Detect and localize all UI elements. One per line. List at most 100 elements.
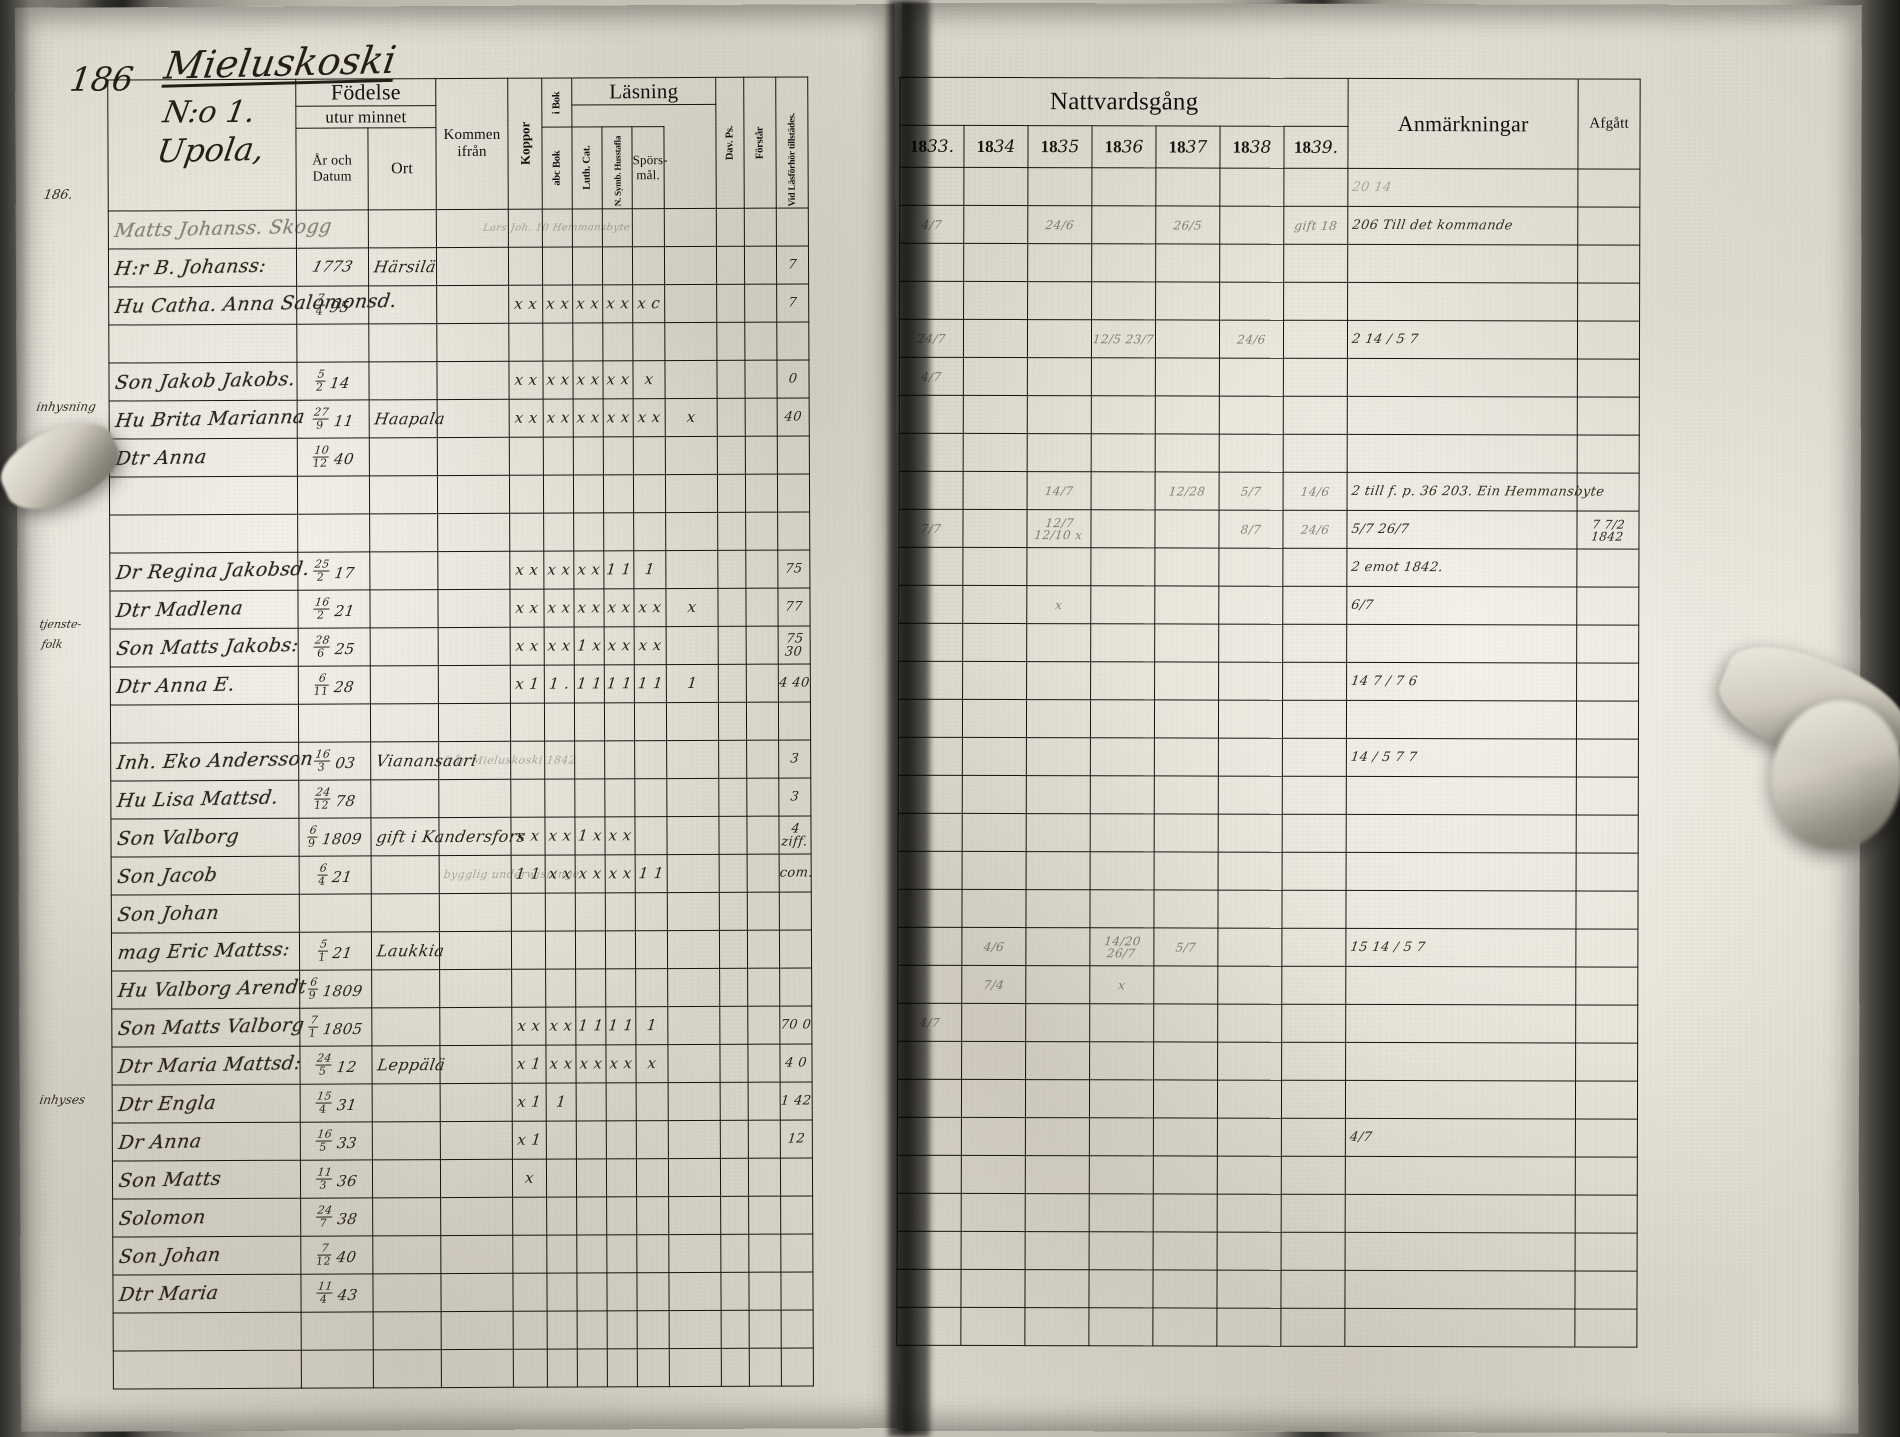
cell-attendance[interactable] [779, 967, 812, 1007]
cell-communion-1834[interactable] [962, 699, 1027, 738]
cell-communion-1834[interactable] [962, 737, 1027, 776]
cell-communion-1835[interactable] [1027, 357, 1092, 396]
cell-attendance[interactable]: 12 [780, 1119, 813, 1159]
cell-reading-mark[interactable] [509, 437, 544, 476]
cell-communion-1835[interactable] [1026, 813, 1091, 852]
cell-reading-mark[interactable] [604, 778, 635, 817]
cell-reading-mark[interactable] [635, 968, 668, 1007]
cell-reading-mark[interactable]: x x [509, 551, 544, 590]
cell-communion-1837[interactable] [1155, 319, 1220, 359]
cell-communion-1839[interactable] [1281, 1156, 1346, 1195]
cell-remark[interactable] [1346, 624, 1577, 664]
cell-reading-mark[interactable] [666, 626, 719, 665]
cell-communion-1834[interactable] [962, 813, 1027, 852]
cell-reading-mark[interactable] [717, 398, 746, 437]
table-row[interactable] [898, 813, 1639, 854]
cell-reading-mark[interactable] [718, 816, 748, 855]
cell-communion-1835[interactable] [1025, 889, 1091, 928]
cell-communion-1835[interactable] [1026, 661, 1091, 700]
cell-communion-1834[interactable] [963, 243, 1028, 282]
cell-reading-mark[interactable] [636, 1234, 669, 1273]
cell-reading-mark[interactable] [718, 778, 747, 817]
cell-communion-1835[interactable] [1026, 547, 1091, 586]
cell-reading-mark[interactable] [668, 1120, 721, 1159]
cell-reading-mark[interactable] [720, 1272, 750, 1311]
cell-communion-1839[interactable] [1282, 586, 1347, 625]
cell-reading-mark[interactable] [576, 1158, 607, 1197]
cell-questions[interactable] [746, 626, 779, 665]
cell-reading-mark[interactable] [665, 512, 718, 551]
cell-communion-1837[interactable] [1154, 661, 1219, 701]
cell-reading-mark[interactable]: x [632, 360, 666, 399]
cell-reading-mark[interactable] [508, 247, 543, 286]
cell-reading-mark[interactable] [511, 931, 546, 970]
cell-attendance[interactable] [777, 435, 810, 475]
cell-communion-1839[interactable] [1281, 1232, 1346, 1271]
cell-reading-mark[interactable] [603, 474, 634, 513]
cell-communion-1836[interactable]: x [1089, 965, 1154, 1004]
cell-reading-mark[interactable] [636, 1158, 669, 1197]
cell-birth-place[interactable] [372, 1235, 441, 1274]
cell-reading-mark[interactable]: 1 1 [604, 664, 635, 703]
cell-birth-date[interactable]: 16 5 33 [300, 1121, 373, 1161]
cell-reading-mark[interactable] [512, 1235, 547, 1274]
cell-remark[interactable]: 20 14 [1347, 168, 1579, 208]
cell-birth-place[interactable]: gift i Kandersfors [370, 817, 527, 856]
cell-communion-1835[interactable] [1025, 1155, 1090, 1194]
cell-communion-1834[interactable] [963, 319, 1028, 358]
cell-communion-1835[interactable] [1027, 243, 1092, 282]
cell-communion-1836[interactable] [1089, 1041, 1154, 1080]
cell-name[interactable]: Dtr Maria [112, 1274, 302, 1314]
cell-moved-from[interactable]: bygglig underwisninge [439, 855, 581, 894]
cell-communion-1835[interactable] [1027, 167, 1092, 206]
cell-communion-1836[interactable] [1089, 1117, 1154, 1156]
cell-birth-date[interactable] [297, 513, 370, 553]
cell-remark[interactable] [1345, 1156, 1576, 1196]
cell-reading-mark[interactable]: x x [603, 588, 635, 627]
cell-communion-1836[interactable] [1090, 737, 1155, 776]
cell-communion-1835[interactable] [1027, 433, 1092, 472]
cell-communion-1838[interactable] [1218, 700, 1283, 739]
cell-birth-place[interactable] [370, 703, 439, 742]
table-row[interactable]: Solomon 24 7 38 [112, 1195, 813, 1238]
cell-reading-mark[interactable] [512, 1273, 548, 1312]
cell-remark[interactable] [1347, 396, 1578, 436]
cell-reading-mark[interactable] [575, 930, 606, 969]
cell-communion-1837[interactable] [1153, 965, 1218, 1005]
cell-communion-1837[interactable] [1154, 585, 1219, 625]
cell-remark[interactable] [1346, 852, 1577, 892]
cell-reading-mark[interactable]: x x [544, 816, 576, 856]
cell-attendance[interactable]: 4 ziff. [778, 815, 812, 855]
cell-reading-mark[interactable]: x x [511, 1007, 546, 1046]
cell-communion-1839[interactable] [1281, 1118, 1346, 1157]
cell-moved-from[interactable] [436, 285, 509, 324]
cell-birth-date[interactable] [299, 893, 372, 933]
cell-birth-date[interactable]: 15 4 31 [300, 1083, 373, 1123]
cell-reading-mark[interactable] [604, 740, 635, 779]
cell-name[interactable]: Hu Lisa Mattsd. [110, 780, 299, 820]
cell-communion-1839[interactable] [1283, 244, 1348, 283]
cell-name[interactable]: mag Eric Mattss: [111, 932, 300, 972]
cell-questions[interactable] [747, 854, 780, 893]
cell-communion-1834[interactable] [963, 357, 1028, 396]
cell-name[interactable] [113, 1312, 302, 1352]
cell-name[interactable]: Hu Valborg Arendt [111, 970, 308, 1010]
cell-moved-from[interactable] [438, 703, 511, 742]
cell-reading-mark[interactable] [605, 892, 636, 931]
cell-name[interactable]: Son Matts [112, 1160, 301, 1200]
cell-remark[interactable] [1346, 776, 1577, 816]
cell-reading-mark[interactable]: 1 [635, 1006, 668, 1045]
cell-reading-mark[interactable]: x [665, 588, 719, 627]
cell-communion-1837[interactable]: 26/5 [1155, 205, 1220, 245]
cell-reading-mark[interactable] [573, 436, 604, 475]
cell-departed[interactable] [1575, 1081, 1638, 1120]
cell-reading-mark[interactable] [667, 1044, 721, 1083]
cell-departed[interactable] [1575, 1233, 1638, 1272]
cell-questions[interactable] [749, 1310, 782, 1349]
cell-attendance[interactable] [780, 1233, 813, 1273]
cell-questions[interactable] [745, 512, 778, 551]
cell-reading-mark[interactable] [716, 360, 746, 399]
